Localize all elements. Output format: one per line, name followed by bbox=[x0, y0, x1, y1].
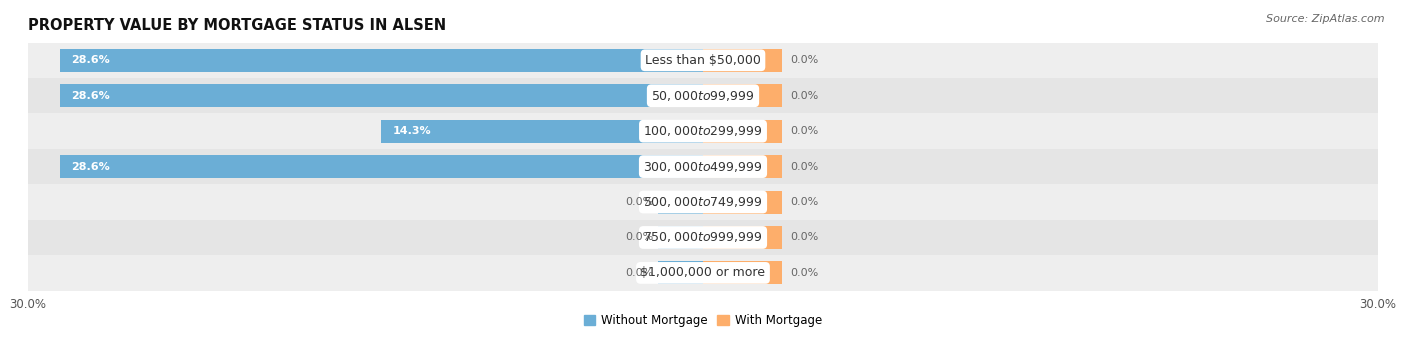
Text: 28.6%: 28.6% bbox=[70, 91, 110, 101]
Text: 0.0%: 0.0% bbox=[790, 233, 818, 242]
Text: 0.0%: 0.0% bbox=[790, 91, 818, 101]
Text: $1,000,000 or more: $1,000,000 or more bbox=[641, 267, 765, 279]
Bar bbox=[703, 120, 782, 143]
Bar bbox=[28, 220, 1378, 255]
Text: 14.3%: 14.3% bbox=[392, 126, 432, 136]
Bar bbox=[658, 261, 703, 285]
Bar bbox=[59, 84, 703, 107]
Bar bbox=[703, 84, 782, 107]
Text: 28.6%: 28.6% bbox=[70, 55, 110, 65]
Bar bbox=[59, 155, 703, 178]
Text: PROPERTY VALUE BY MORTGAGE STATUS IN ALSEN: PROPERTY VALUE BY MORTGAGE STATUS IN ALS… bbox=[28, 18, 446, 33]
Bar bbox=[658, 226, 703, 249]
Bar bbox=[59, 49, 703, 72]
Text: 0.0%: 0.0% bbox=[790, 268, 818, 278]
Bar bbox=[28, 255, 1378, 291]
Text: $300,000 to $499,999: $300,000 to $499,999 bbox=[644, 159, 762, 174]
Bar bbox=[28, 78, 1378, 114]
Bar bbox=[381, 120, 703, 143]
Text: 0.0%: 0.0% bbox=[626, 197, 654, 207]
Bar bbox=[28, 184, 1378, 220]
Bar bbox=[703, 261, 782, 285]
Bar bbox=[703, 155, 782, 178]
Text: Source: ZipAtlas.com: Source: ZipAtlas.com bbox=[1267, 14, 1385, 23]
Bar bbox=[703, 190, 782, 214]
Text: $100,000 to $299,999: $100,000 to $299,999 bbox=[644, 124, 762, 138]
Text: 0.0%: 0.0% bbox=[626, 233, 654, 242]
Text: 0.0%: 0.0% bbox=[790, 55, 818, 65]
Bar bbox=[28, 42, 1378, 78]
Text: 0.0%: 0.0% bbox=[790, 126, 818, 136]
Text: Less than $50,000: Less than $50,000 bbox=[645, 54, 761, 67]
Text: 28.6%: 28.6% bbox=[70, 162, 110, 172]
Text: 0.0%: 0.0% bbox=[790, 197, 818, 207]
Text: $50,000 to $99,999: $50,000 to $99,999 bbox=[651, 89, 755, 103]
Bar bbox=[28, 114, 1378, 149]
Bar bbox=[658, 190, 703, 214]
Bar bbox=[703, 226, 782, 249]
Text: 0.0%: 0.0% bbox=[790, 162, 818, 172]
Text: $750,000 to $999,999: $750,000 to $999,999 bbox=[644, 231, 762, 244]
Text: 0.0%: 0.0% bbox=[626, 268, 654, 278]
Legend: Without Mortgage, With Mortgage: Without Mortgage, With Mortgage bbox=[579, 309, 827, 332]
Bar bbox=[28, 149, 1378, 184]
Bar bbox=[703, 49, 782, 72]
Text: $500,000 to $749,999: $500,000 to $749,999 bbox=[644, 195, 762, 209]
